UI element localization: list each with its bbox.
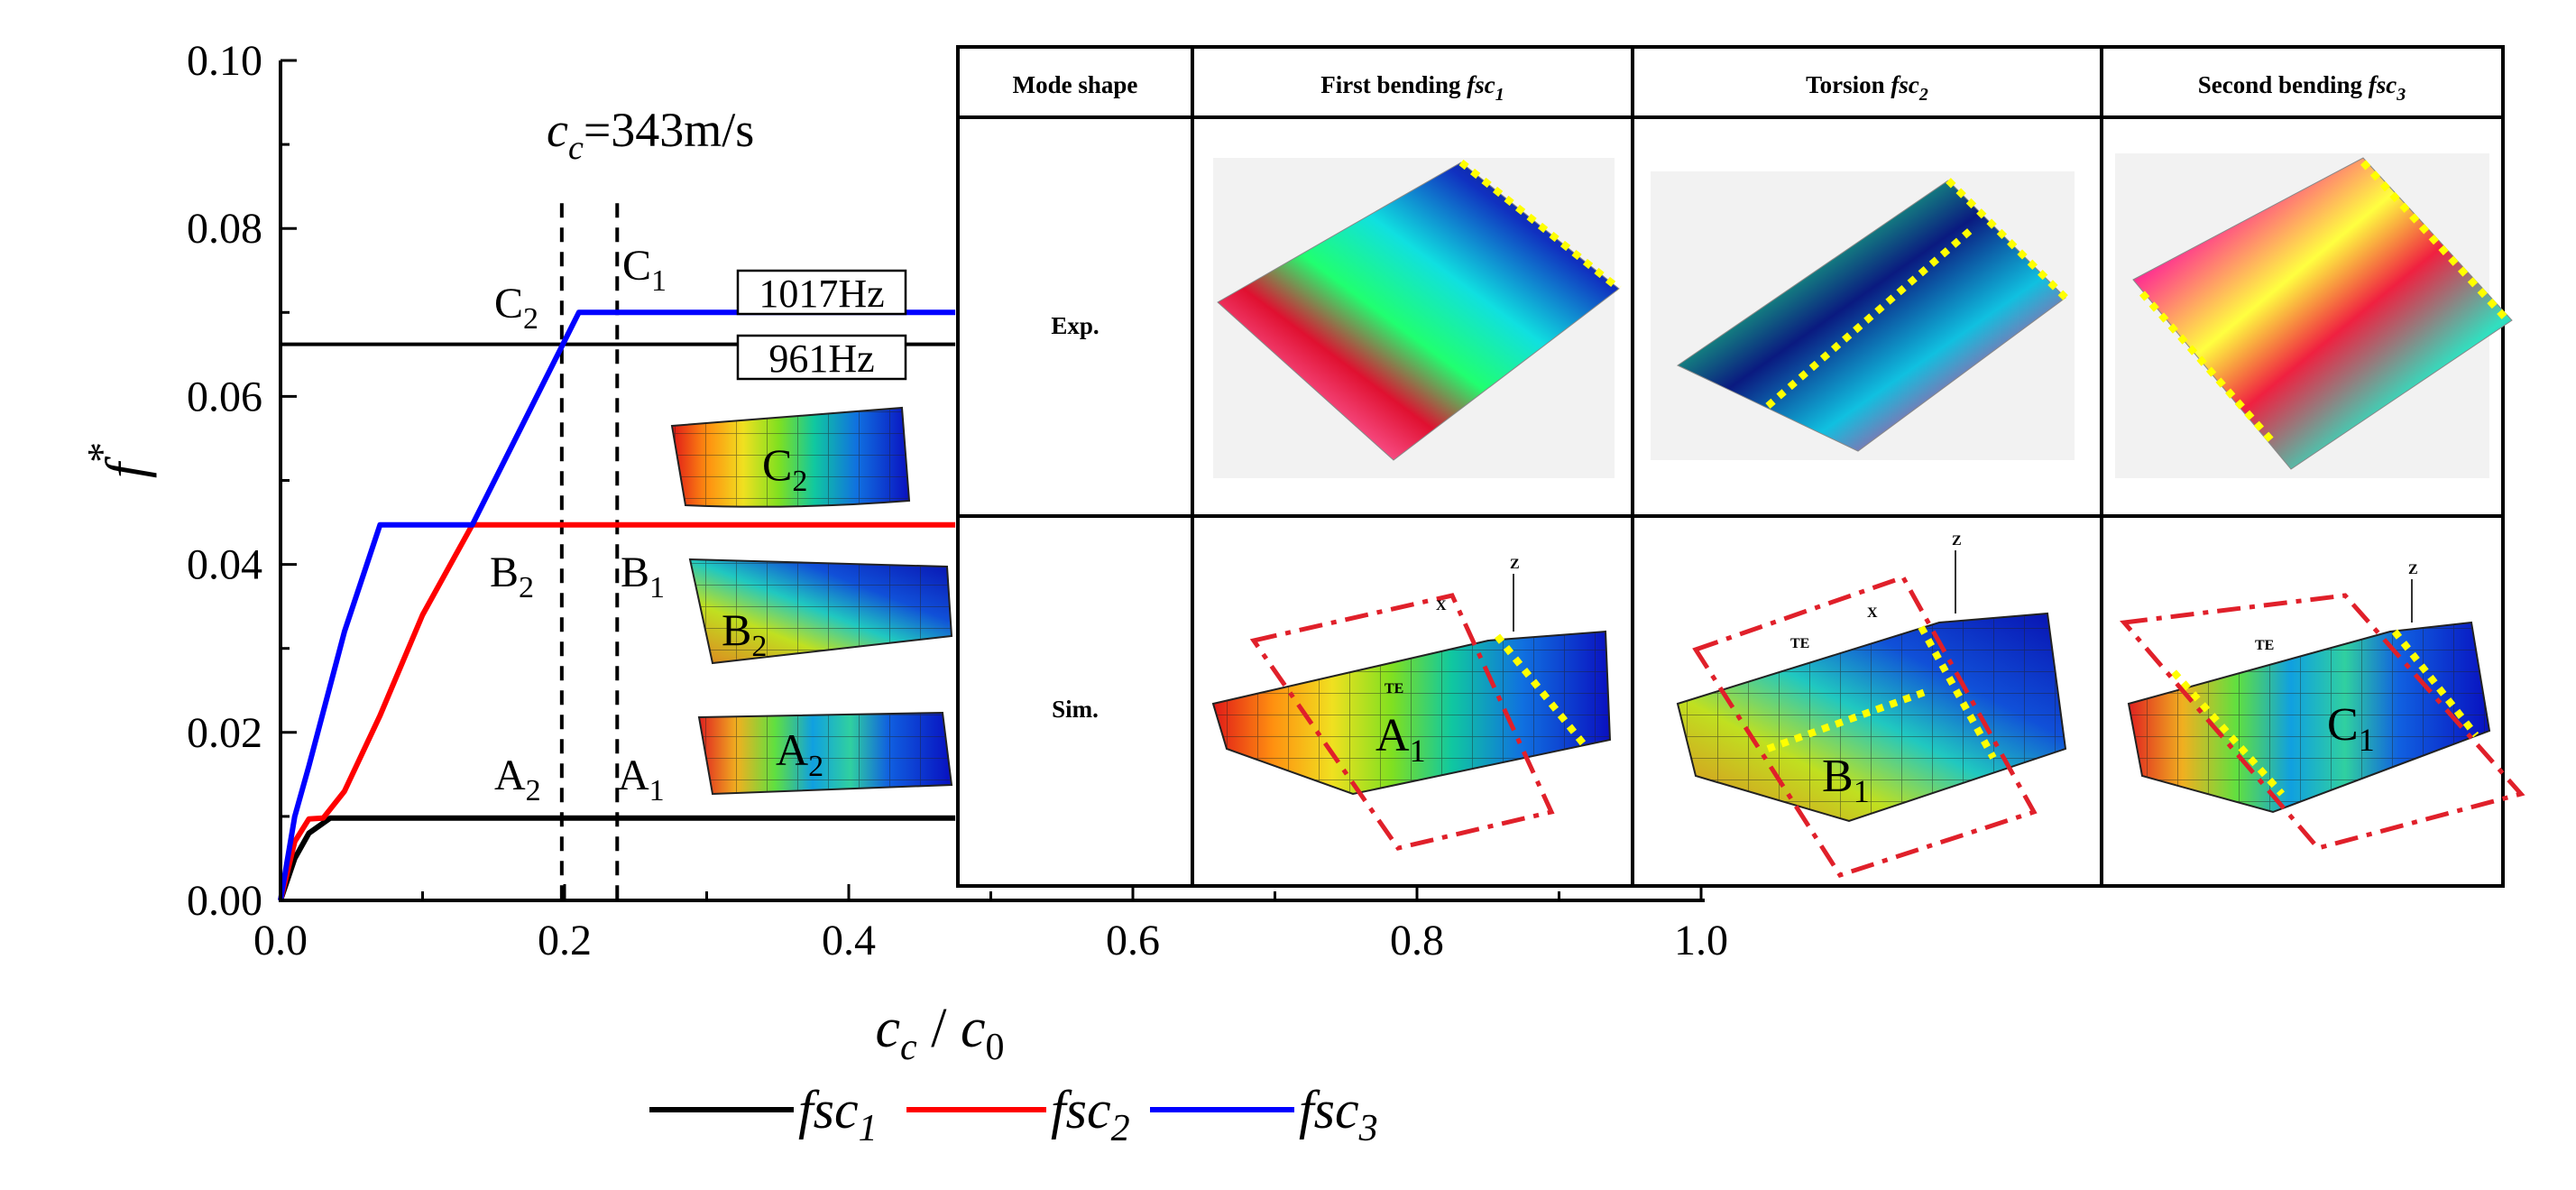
inset-fem-a2: A2 (697, 711, 953, 796)
row-label-exp: Exp. (1051, 312, 1099, 339)
exp-torsion-image (1651, 171, 2075, 460)
x-tick-label: 0.4 (822, 917, 876, 964)
svg-text:C2: C2 (762, 439, 807, 498)
x-tick-label: 0.8 (1390, 917, 1444, 964)
x-tick-label: 0.2 (538, 917, 592, 964)
sim-torsion-image: B1 TE X Z (1676, 533, 2067, 878)
svg-text:961Hz: 961Hz (768, 337, 874, 381)
svg-text:fsc1: fsc1 (798, 1080, 878, 1149)
sim-label-c1: C1 (2327, 699, 2375, 758)
sim-second-bending-image: C1 TE Z (2120, 562, 2525, 851)
sim-z-label-3: Z (2408, 562, 2418, 577)
svg-text:A2: A2 (776, 724, 823, 783)
x-axis-title: cc / c0 (876, 998, 1005, 1068)
label-a2: A2 (494, 752, 541, 807)
legend-item-fsc3: fsc3 (1150, 1080, 1378, 1149)
exp-second-bending-image (2115, 153, 2513, 478)
label-b2: B2 (490, 549, 534, 604)
header-first-bending: First bending fsc1 (1320, 71, 1504, 105)
label-a1: A1 (618, 752, 665, 807)
sim-te-label-3: TE (2255, 638, 2274, 653)
sim-te-label-1: TE (1385, 681, 1403, 696)
y-tick-label: 0.02 (187, 709, 262, 757)
row-label-sim: Sim. (1052, 696, 1099, 723)
frequency-chart: 0.0 0.2 0.4 0.6 0.8 1.0 0.00 0.02 0.04 0.06 0.08 0.… (78, 37, 1728, 1068)
header-torsion: Torsion fsc2 (1806, 71, 1928, 105)
header-mode-shape: Mode shape (1013, 71, 1138, 98)
label-c2: C2 (494, 280, 538, 336)
label-b1: B1 (621, 549, 665, 604)
sim-x-label-1: X (1436, 598, 1447, 613)
sim-first-bending-image: A1 TE X Z (1211, 557, 1612, 851)
x-tick-label: 1.0 (1674, 917, 1728, 964)
ticks: 0.0 0.2 0.4 0.6 0.8 1.0 0.00 0.02 0.04 0.06 0.08 0.… (187, 37, 1728, 964)
inset-fem-c2: C2 (670, 406, 911, 508)
sim-z-label-2: Z (1952, 533, 1962, 549)
sim-z-label-1: Z (1510, 557, 1520, 572)
y-tick-label: 0.10 (187, 37, 262, 85)
x-tick-label: 0.0 (253, 917, 308, 964)
svg-text:B2: B2 (722, 604, 767, 663)
freq-box-961: 961Hz (736, 334, 907, 381)
y-tick-label: 0.04 (187, 541, 262, 589)
y-tick-label: 0.00 (187, 877, 262, 925)
sim-x-label-2: X (1867, 605, 1878, 621)
series-lines (278, 309, 956, 901)
mode-shape-table: Mode shape First bending fsc1 Torsion fs… (956, 45, 2525, 888)
legend-item-fsc2: fsc2 (906, 1080, 1130, 1149)
y-tick-label: 0.06 (187, 373, 262, 420)
freq-box-1017: 1017Hz (736, 269, 907, 316)
label-c1: C1 (622, 242, 667, 298)
svg-text:1017Hz: 1017Hz (759, 272, 884, 316)
svg-text:fsc3: fsc3 (1299, 1080, 1378, 1149)
legend: fsc1 fsc2 fsc3 (649, 1080, 1378, 1149)
sim-label-a1: A1 (1375, 710, 1426, 769)
series-line-fsc3 (278, 309, 956, 901)
x-tick-label: 0.6 (1106, 917, 1160, 964)
sim-te-label-2: TE (1790, 636, 1809, 651)
exp-first-bending-image (1213, 158, 1622, 478)
svg-text:fsc2: fsc2 (1051, 1080, 1130, 1149)
y-axis-title: f* (78, 442, 157, 478)
inset-fem-b2: B2 (688, 558, 953, 665)
y-tick-label: 0.08 (187, 205, 262, 253)
sim-label-b1: B1 (1822, 751, 1870, 809)
cc-annotation: cc=343m/s (547, 103, 754, 167)
series-line-fsc2 (278, 521, 956, 901)
legend-item-fsc1: fsc1 (649, 1080, 878, 1149)
header-second-bending: Second bending fsc3 (2198, 71, 2406, 105)
